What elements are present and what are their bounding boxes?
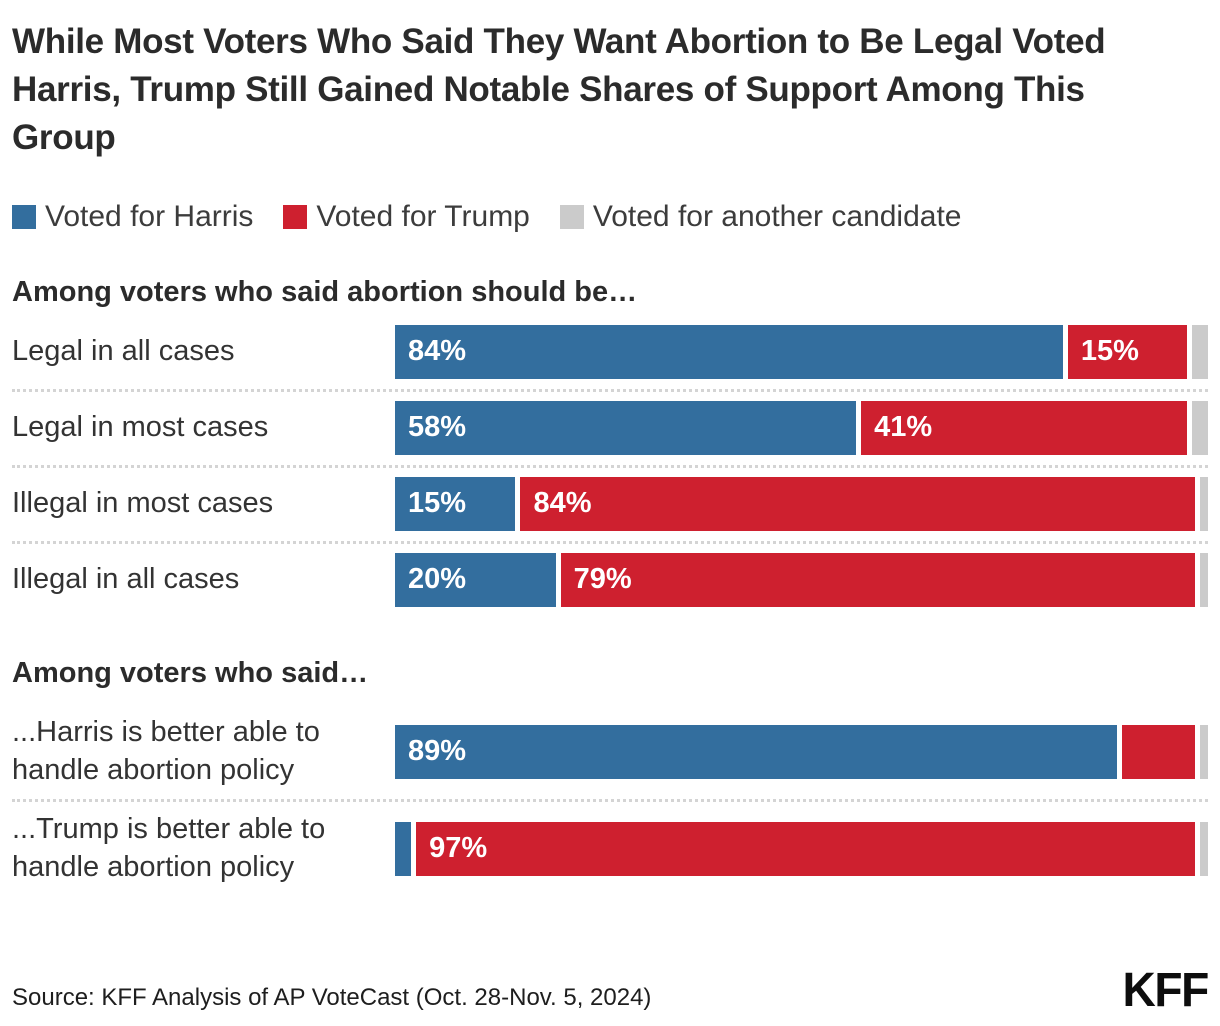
stacked-bar: 58% 41% <box>395 400 1208 455</box>
bar-row-illegal-all: Illegal in all cases 20% 79% <box>12 552 1208 607</box>
harris-value-label: 15% <box>408 487 467 520</box>
trump-segment: 41% <box>861 400 1188 455</box>
stacked-bar: 97% <box>395 821 1208 876</box>
chart-title: While Most Voters Who Said They Want Abo… <box>12 22 1106 157</box>
bar-row-legal-most: Legal in most cases 58% 41% <box>12 400 1208 455</box>
legend-swatch-harris <box>12 204 36 229</box>
other-segment <box>1199 821 1208 876</box>
harris-segment: 84% <box>395 324 1063 379</box>
footer: Source: KFF Analysis of AP VoteCast (Oct… <box>12 964 1210 1018</box>
bar-row-harris-better: ...Harris is better able to handle abort… <box>12 714 1208 789</box>
trump-value-label: 15% <box>1080 335 1139 368</box>
other-segment <box>1192 400 1208 455</box>
other-segment <box>1192 324 1208 379</box>
stacked-bar: 15% 84% <box>395 476 1208 531</box>
source-note: Source: KFF Analysis of AP VoteCast (Oct… <box>12 984 652 1011</box>
legend: Voted for Harris Voted for Trump Voted f… <box>12 200 1208 234</box>
trump-segment: 84% <box>520 476 1195 531</box>
row-divider <box>12 464 1208 468</box>
legend-item-other: Voted for another candidate <box>559 199 962 234</box>
trump-segment: 15% <box>1067 324 1188 379</box>
trump-segment <box>1121 724 1195 779</box>
bar-row-illegal-most: Illegal in most cases 15% 84% <box>12 476 1208 531</box>
section-heading-abortion-stance: Among voters who said abortion should be… <box>12 275 638 308</box>
row-divider <box>12 388 1208 392</box>
legend-item-trump: Voted for Trump <box>283 199 530 234</box>
row-label: Legal in most cases <box>12 410 269 443</box>
stacked-bar: 84% 15% <box>395 324 1208 379</box>
trump-value-label: 79% <box>573 563 632 596</box>
trump-segment: 79% <box>560 552 1195 607</box>
legend-label-harris: Voted for Harris <box>45 199 254 233</box>
row-label: Legal in all cases <box>12 334 235 367</box>
trump-value-label: 84% <box>533 487 592 520</box>
harris-value-label: 89% <box>408 735 467 767</box>
harris-value-label: 84% <box>408 335 467 368</box>
bar-row-legal-all: Legal in all cases 84% 15% <box>12 324 1208 379</box>
section-heading-policy-handling: Among voters who said… <box>12 656 369 689</box>
stacked-bar: 20% 79% <box>395 552 1208 607</box>
legend-label-trump: Voted for Trump <box>316 199 530 233</box>
bar-row-trump-better: ...Trump is better able to handle aborti… <box>12 811 1208 886</box>
row-label: Illegal in most cases <box>12 486 274 519</box>
legend-swatch-other <box>559 204 584 229</box>
harris-segment: 15% <box>395 476 516 531</box>
other-segment <box>1199 724 1208 779</box>
row-divider <box>12 799 1208 803</box>
legend-label-other: Voted for another candidate <box>592 199 962 233</box>
trump-value-label: 97% <box>429 832 488 865</box>
row-label: Illegal in all cases <box>12 562 240 595</box>
trump-segment: 97% <box>416 821 1195 876</box>
other-segment <box>1199 552 1208 607</box>
legend-swatch-trump <box>283 204 308 229</box>
harris-segment: 20% <box>395 552 556 607</box>
other-segment <box>1199 476 1208 531</box>
legend-item-harris: Voted for Harris <box>12 200 253 234</box>
kff-logo: KFF <box>1122 964 1210 1018</box>
harris-segment: 89% <box>395 724 1117 779</box>
harris-value-label: 58% <box>408 411 467 444</box>
harris-value-label: 20% <box>408 563 467 596</box>
harris-segment: 58% <box>395 400 857 455</box>
harris-segment <box>395 821 412 876</box>
row-label: ...Trump is better able to handle aborti… <box>12 813 326 883</box>
trump-value-label: 41% <box>874 411 933 444</box>
row-label: ...Harris is better able to handle abort… <box>12 715 320 786</box>
row-divider <box>12 540 1208 544</box>
stacked-bar: 89% <box>395 724 1208 779</box>
